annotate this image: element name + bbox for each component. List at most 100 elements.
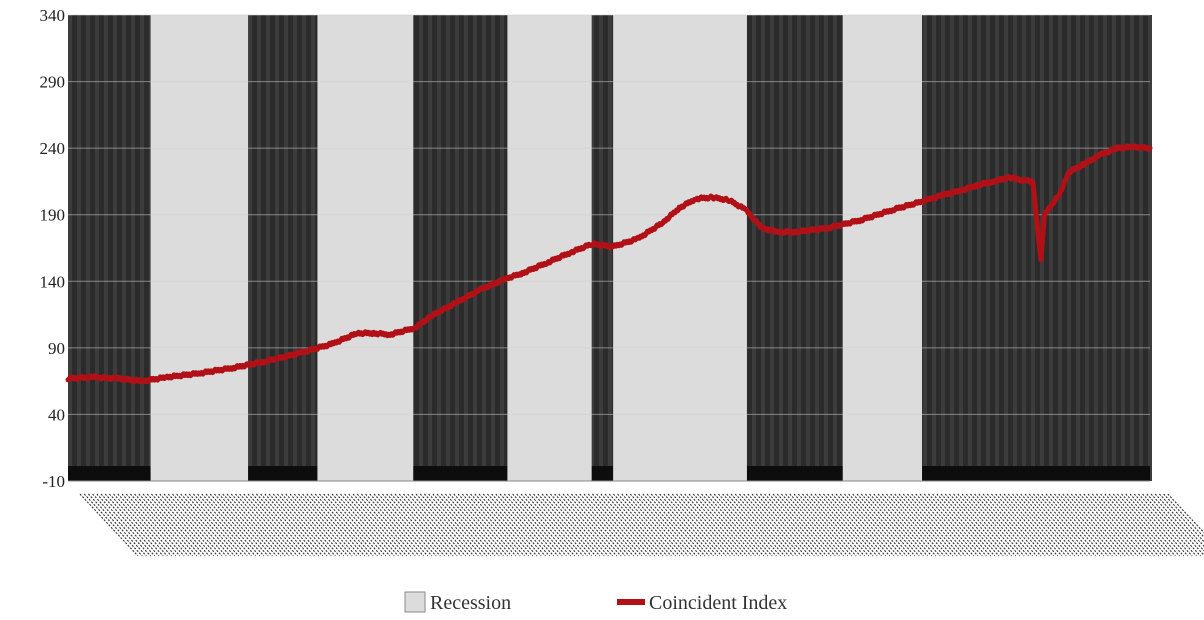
x-tick-label (654, 493, 714, 557)
x-tick-label (218, 493, 278, 557)
x-tick-label (881, 493, 941, 557)
x-tick-label (982, 493, 1042, 557)
background-stripe (932, 15, 936, 481)
x-tick-label (906, 493, 966, 557)
legend: Recession Coincident Index (404, 591, 787, 614)
x-tick-label (289, 493, 349, 557)
y-tick-label: 240 (40, 139, 66, 158)
background-stripe (131, 15, 135, 481)
background-stripe (968, 15, 972, 481)
x-tick-label (377, 493, 437, 557)
x-tick-label (999, 493, 1059, 557)
x-tick-label (789, 493, 849, 557)
x-tick-label (1142, 493, 1202, 557)
x-tick-label (562, 493, 622, 557)
x-tick-label (482, 493, 542, 557)
x-tick-label (327, 493, 387, 557)
background-stripe (1130, 15, 1134, 481)
x-tick-label (398, 493, 458, 557)
background-stripe (788, 15, 792, 481)
x-tick-label (419, 493, 479, 557)
series-layer (65, 143, 1153, 385)
legend-swatch-recession (404, 591, 426, 613)
background-stripe (95, 15, 99, 481)
x-tick-label (171, 493, 231, 557)
x-tick-label (764, 493, 824, 557)
x-tick-label (709, 493, 769, 557)
background-stripe (959, 15, 963, 481)
x-tick-label (671, 493, 731, 557)
background-stripe (1148, 15, 1152, 481)
x-tick-label (1146, 493, 1204, 556)
x-tick-label (785, 493, 845, 557)
x-tick-label (953, 493, 1013, 557)
x-tick-label (213, 493, 273, 557)
x-tick-label (512, 493, 572, 557)
x-tick-label (621, 493, 681, 557)
x-tick-label (848, 493, 908, 557)
x-tick-label (583, 493, 643, 557)
x-tick-label (902, 493, 962, 557)
x-tick-label (138, 493, 198, 557)
x-tick-label (957, 493, 1017, 557)
x-tick-label (348, 493, 408, 557)
x-tick-label (1129, 493, 1189, 557)
x-tick-label (625, 493, 685, 557)
x-tick-label (869, 493, 929, 557)
x-tick-label (965, 493, 1025, 557)
x-tick-label (1163, 493, 1204, 538)
background-stripe (824, 15, 828, 481)
y-axis: -10 40 90 140 190 240 290 340 (40, 6, 1150, 491)
x-tick-label (633, 493, 693, 557)
background-stripe (752, 15, 756, 481)
x-axis (79, 493, 1204, 557)
x-tick-label (449, 493, 509, 557)
x-tick-label (591, 493, 651, 557)
x-tick-label (96, 493, 156, 557)
x-tick-label (272, 493, 332, 557)
x-tick-label (1045, 493, 1105, 557)
background-stripe (140, 15, 144, 481)
x-tick-label (827, 493, 887, 557)
x-tick-label (87, 493, 147, 557)
x-tick-label (1100, 493, 1160, 557)
x-tick-label (314, 493, 374, 557)
x-tick-label (323, 493, 383, 557)
background-stripe (1112, 15, 1116, 481)
x-tick-label (125, 493, 185, 557)
x-tick-label (465, 493, 525, 557)
x-tick-label (705, 493, 765, 557)
x-tick-label (1011, 493, 1071, 557)
x-tick-label (629, 493, 689, 557)
x-tick-label (545, 493, 605, 557)
x-tick-label (1133, 493, 1193, 557)
x-tick-label (911, 493, 971, 557)
x-tick-label (898, 493, 958, 557)
x-tick-label (1095, 493, 1155, 557)
x-tick-label (281, 493, 341, 557)
recession-band (317, 15, 414, 481)
x-tick-label (612, 493, 672, 557)
x-tick-label (864, 493, 924, 557)
x-tick-label (990, 493, 1050, 557)
x-tick-label (1137, 493, 1197, 557)
x-tick-label (1087, 493, 1147, 557)
x-tick-label (129, 493, 189, 557)
x-tick-label (961, 493, 1021, 557)
x-tick-label (755, 493, 815, 557)
x-tick-label (411, 493, 471, 557)
x-tick-label (806, 493, 866, 557)
x-tick-label (1032, 493, 1092, 557)
background-stripe (1049, 15, 1053, 481)
x-tick-label (915, 493, 975, 557)
background-stripe (779, 15, 783, 481)
x-tick-label (839, 493, 899, 557)
x-tick-label (549, 493, 609, 557)
x-tick-label (297, 493, 357, 557)
x-tick-label (570, 493, 630, 557)
x-tick-label (1079, 493, 1139, 557)
x-tick-label (104, 493, 164, 557)
x-tick-label (306, 493, 366, 557)
x-tick-label (201, 493, 261, 557)
x-tick-label (856, 493, 916, 557)
